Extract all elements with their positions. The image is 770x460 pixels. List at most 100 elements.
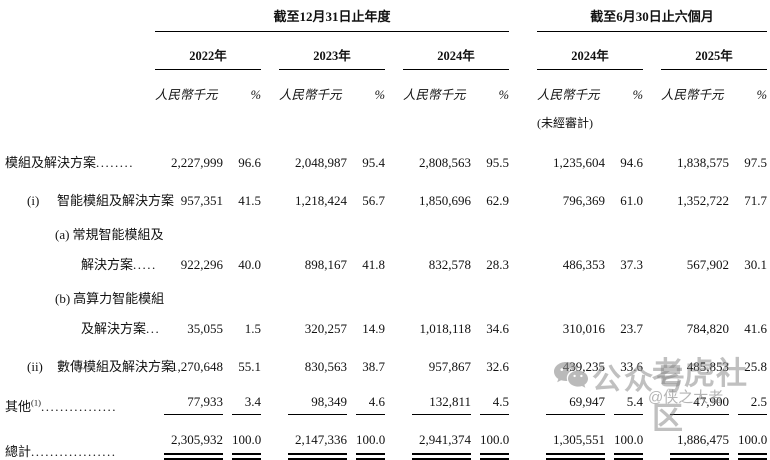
column-gap	[385, 209, 403, 243]
percent-value: 62.9	[486, 193, 510, 208]
percent-cell: 56.7	[347, 171, 385, 209]
percent-cell: 100.0	[729, 415, 767, 460]
amount-value: 132,811	[412, 394, 471, 415]
row-label-text: 模組及解決方案	[5, 155, 97, 170]
percent-cell: 71.7	[729, 171, 767, 209]
percent-value: 56.7	[362, 193, 385, 208]
column-gap	[643, 133, 661, 171]
amount-cell	[537, 209, 605, 243]
percent-cell	[471, 273, 509, 307]
table-body: 模組及解決方案........ 2,227,999 96.6 2,048,987 95.…	[5, 133, 767, 460]
percent-value: 96.6	[238, 155, 261, 170]
percent-value: 100.0	[480, 432, 509, 460]
percent-value: 41.5	[238, 193, 261, 208]
table-row: (b) 高算力智能模組	[5, 273, 767, 307]
row-label-text: 解決方案	[81, 257, 134, 272]
amount-cell: 898,167	[279, 243, 347, 273]
amount-value: 1,218,424	[295, 193, 347, 208]
column-gap	[385, 171, 403, 209]
year-2022: 2022年	[155, 31, 261, 70]
amount-cell	[661, 209, 729, 243]
percent-cell: 5.4	[605, 375, 644, 415]
column-gap	[261, 273, 279, 307]
section-header-row: 截至12月31日止年度 截至6月30日止六個月	[5, 6, 768, 32]
column-gap	[643, 415, 661, 460]
percent-cell: 4.6	[347, 375, 385, 415]
percent-value: 100.0	[738, 432, 767, 460]
column-gap	[509, 415, 537, 460]
amount-value: 1,018,118	[419, 321, 471, 336]
row-label: (i) 智能模組及解決方案	[5, 171, 174, 209]
percent-value: 100.0	[356, 432, 385, 460]
amount-value: 1,235,604	[553, 155, 606, 170]
percent-cell	[223, 273, 261, 307]
amount-cell: 957,867	[403, 337, 471, 375]
amount-value: 2,941,374	[412, 432, 471, 460]
percent-value: 32.6	[486, 359, 510, 374]
column-gap	[509, 209, 537, 243]
amount-cell: 2,305,932	[155, 415, 223, 460]
percent-cell: 95.5	[471, 133, 509, 171]
column-gap	[643, 243, 661, 273]
percent-value: 55.1	[238, 359, 261, 374]
row-label: 及解決方案...	[5, 307, 159, 337]
amount-value: 2,147,336	[288, 432, 347, 460]
row-label-text: 總計	[5, 444, 32, 459]
amount-cell	[403, 209, 471, 243]
amount-cell: 132,811	[403, 375, 471, 415]
percent-value: 3.4	[232, 394, 261, 415]
amount-cell: 2,048,987	[279, 133, 347, 171]
row-label: 總計..................	[5, 415, 155, 460]
pct-label: %	[250, 88, 261, 102]
row-prefix: (ii)	[27, 359, 43, 374]
percent-cell: 55.1	[223, 337, 261, 375]
year-header-row: 2022年 2023年 2024年 2024年 2025年	[5, 31, 768, 70]
amount-value: 832,578	[428, 257, 471, 272]
percent-value: 71.7	[744, 193, 768, 208]
column-gap	[509, 171, 537, 209]
percent-cell	[605, 273, 643, 307]
amount-cell: 2,227,999	[155, 133, 223, 171]
table-row: 總計.................. 2,305,932 100.0 2,147,…	[5, 415, 767, 460]
percent-value: 2.5	[738, 394, 768, 415]
amount-value: 796,369	[562, 193, 606, 208]
percent-cell: 95.4	[347, 133, 385, 171]
amount-cell: 1,838,575	[661, 133, 729, 171]
amount-value: 2,048,987	[295, 155, 347, 170]
column-gap	[385, 273, 403, 307]
percent-cell: 97.5	[729, 133, 767, 171]
percent-cell: 2.5	[729, 375, 768, 415]
amount-value: 320,257	[304, 321, 347, 336]
percent-cell	[223, 209, 261, 243]
amount-value: 98,349	[288, 394, 347, 415]
percent-value: 40.0	[238, 257, 261, 272]
column-gap	[385, 133, 403, 171]
percent-value: 4.6	[356, 394, 385, 415]
percent-cell: 1.5	[223, 307, 261, 337]
amount-cell: 1,850,696	[403, 171, 471, 209]
percent-value: 28.3	[486, 257, 510, 272]
column-gap	[385, 415, 403, 460]
table-row: 解決方案..... 922,296 40.0 898,167 41.8 832,578 28…	[5, 243, 767, 273]
amount-cell: 98,349	[279, 375, 347, 415]
section-gap	[509, 6, 537, 32]
column-gap	[509, 273, 537, 307]
amount-value: 1,886,475	[670, 432, 730, 460]
table-row: 模組及解決方案........ 2,227,999 96.6 2,048,987 95.…	[5, 133, 767, 171]
pct-label: %	[756, 88, 768, 102]
amount-cell	[537, 273, 605, 307]
percent-cell	[729, 209, 767, 243]
amount-value: 47,900	[670, 394, 730, 415]
amount-value: 1,850,696	[419, 193, 471, 208]
corner-cell	[5, 6, 155, 32]
amount-cell: 486,353	[537, 243, 605, 273]
percent-cell: 100.0	[605, 415, 643, 460]
row-label-text: 常規智能模組及	[72, 227, 164, 242]
percent-value: 30.1	[744, 257, 768, 272]
row-prefix: (a)	[55, 227, 70, 242]
pct-label: %	[498, 88, 510, 102]
dot-leader: ................	[40, 399, 117, 414]
unit-label: 人民幣千元	[661, 88, 724, 102]
percent-cell: 3.4	[223, 375, 261, 415]
amount-value: 957,867	[428, 359, 471, 374]
